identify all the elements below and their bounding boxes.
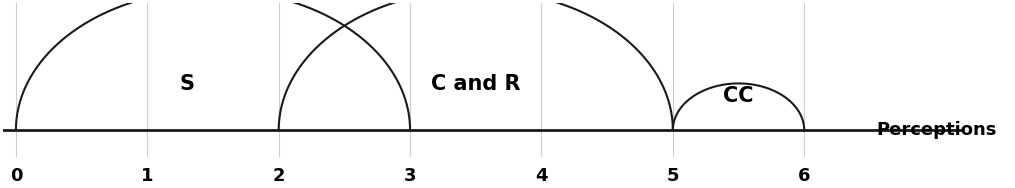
Text: CC: CC xyxy=(724,86,754,106)
Text: C and R: C and R xyxy=(431,74,521,94)
Text: S: S xyxy=(180,74,194,94)
Text: Perceptions: Perceptions xyxy=(877,121,997,139)
